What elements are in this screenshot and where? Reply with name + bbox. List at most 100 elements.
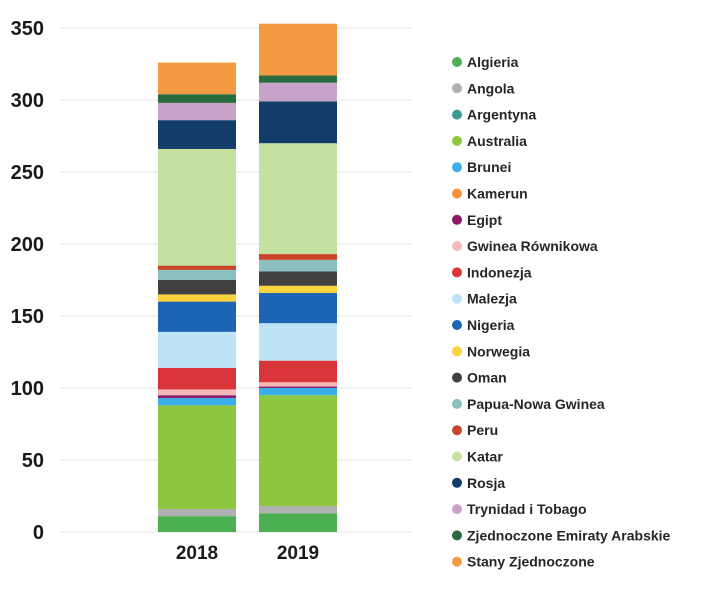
legend-label: Indonezja (467, 264, 532, 280)
legend-marker (452, 346, 462, 357)
legend-label: Trynidad i Tobago (467, 501, 587, 517)
bar-segment (259, 259, 337, 272)
bar-segment (259, 271, 337, 286)
bar-segment (259, 254, 337, 260)
legend-marker (452, 83, 462, 94)
bar-segment (158, 148, 236, 266)
bar-segment (158, 508, 236, 517)
legend-item: Kamerun (452, 186, 528, 202)
legend-item: Australia (452, 133, 527, 149)
legend-label: Gwinea Równikowa (467, 238, 598, 254)
legend-item: Trynidad i Tobago (452, 501, 587, 517)
y-tick-label: 200 (11, 234, 44, 256)
legend-label: Norwegia (467, 343, 530, 359)
legend-marker (452, 135, 462, 146)
legend-label: Kamerun (467, 186, 528, 202)
legend-item: Egipt (452, 212, 502, 228)
bar-segment (259, 360, 337, 383)
y-tick-label: 0 (33, 522, 44, 544)
legend: Algieria Angola Argentyna Australia Brunei Ka… (452, 54, 671, 570)
legend-label: Algieria (467, 54, 519, 70)
legend-marker (452, 109, 462, 120)
bar-segment (158, 405, 236, 509)
x-tick-label: 2018 (176, 543, 218, 564)
legend-label: Brunei (467, 159, 511, 175)
legend-label: Zjednoczone Emiraty Arabskie (467, 527, 671, 543)
bar-segment (259, 513, 337, 532)
bar-segment (158, 389, 236, 396)
legend-marker (452, 57, 462, 67)
legend-marker (452, 425, 462, 436)
legend-marker (452, 188, 462, 199)
y-tick-label: 100 (11, 378, 44, 400)
bar-segment (158, 367, 236, 390)
legend-item: Gwinea Równikowa (452, 238, 598, 254)
legend-label: Katar (467, 449, 503, 465)
bar-segment (158, 102, 236, 121)
bar-segment (158, 280, 236, 295)
legend-marker (452, 320, 462, 330)
bar-segment (158, 94, 236, 103)
bar-segment (158, 265, 236, 270)
bar-segment (158, 269, 236, 280)
bar-segment (259, 143, 337, 255)
legend-label: Rosja (467, 475, 505, 491)
legend-label: Peru (467, 422, 498, 438)
bar-segment (259, 292, 337, 324)
legend-label: Nigeria (467, 317, 515, 333)
legend-marker (452, 530, 462, 541)
legend-marker (452, 556, 462, 567)
legend-item: Rosja (452, 475, 505, 491)
legend-label: Australia (467, 133, 527, 149)
legend-label: Oman (467, 370, 507, 386)
legend-marker (452, 214, 462, 225)
bar-segment (158, 516, 236, 532)
y-tick-label: 150 (11, 306, 44, 328)
bar-segment (259, 395, 337, 507)
y-tick-label: 300 (11, 90, 44, 112)
legend-item: Oman (452, 370, 507, 386)
legend-marker (452, 241, 462, 252)
legend-item: Malezja (452, 291, 517, 307)
legend-label: Egipt (467, 212, 502, 228)
bar-segment (259, 75, 337, 83)
legend-label: Papua-Nowa Gwinea (467, 396, 605, 412)
legend-marker (452, 398, 462, 409)
legend-marker (452, 504, 462, 515)
legend-item: Katar (452, 449, 503, 465)
y-axis: 0 50 100 150 200 250 300 350 (11, 18, 44, 544)
legend-marker (452, 451, 462, 462)
legend-label: Argentyna (467, 107, 536, 123)
bar-segment (259, 285, 337, 293)
legend-marker (452, 293, 462, 304)
x-axis: 2018 2019 (176, 543, 319, 564)
legend-item: Brunei (452, 159, 511, 175)
y-tick-label: 350 (11, 18, 44, 40)
y-tick-label: 250 (11, 162, 44, 184)
bar-segment (158, 398, 236, 406)
legend-label: Malezja (467, 291, 517, 307)
x-tick-label: 2019 (277, 543, 319, 564)
legend-item: Nigeria (452, 317, 515, 333)
legend-item: Stany Zjednoczone (452, 554, 595, 570)
legend-label: Angola (467, 80, 515, 96)
bar-segment (259, 506, 337, 514)
bars (158, 23, 337, 532)
bar-segment (259, 23, 337, 76)
bar-segment (158, 331, 236, 368)
bar-segment (259, 382, 337, 387)
bar-segment (158, 294, 236, 302)
bar-segment (259, 386, 337, 388)
legend-item: Zjednoczone Emiraty Arabskie (452, 527, 671, 543)
bar-segment (158, 62, 236, 95)
bar-segment (259, 101, 337, 144)
legend-item: Papua-Nowa Gwinea (452, 396, 605, 412)
bar-segment (259, 388, 337, 396)
legend-item: Indonezja (452, 264, 532, 280)
legend-item: Argentyna (452, 107, 536, 123)
legend-item: Peru (452, 422, 498, 438)
bar-segment (158, 395, 236, 399)
legend-item: Angola (452, 80, 515, 96)
